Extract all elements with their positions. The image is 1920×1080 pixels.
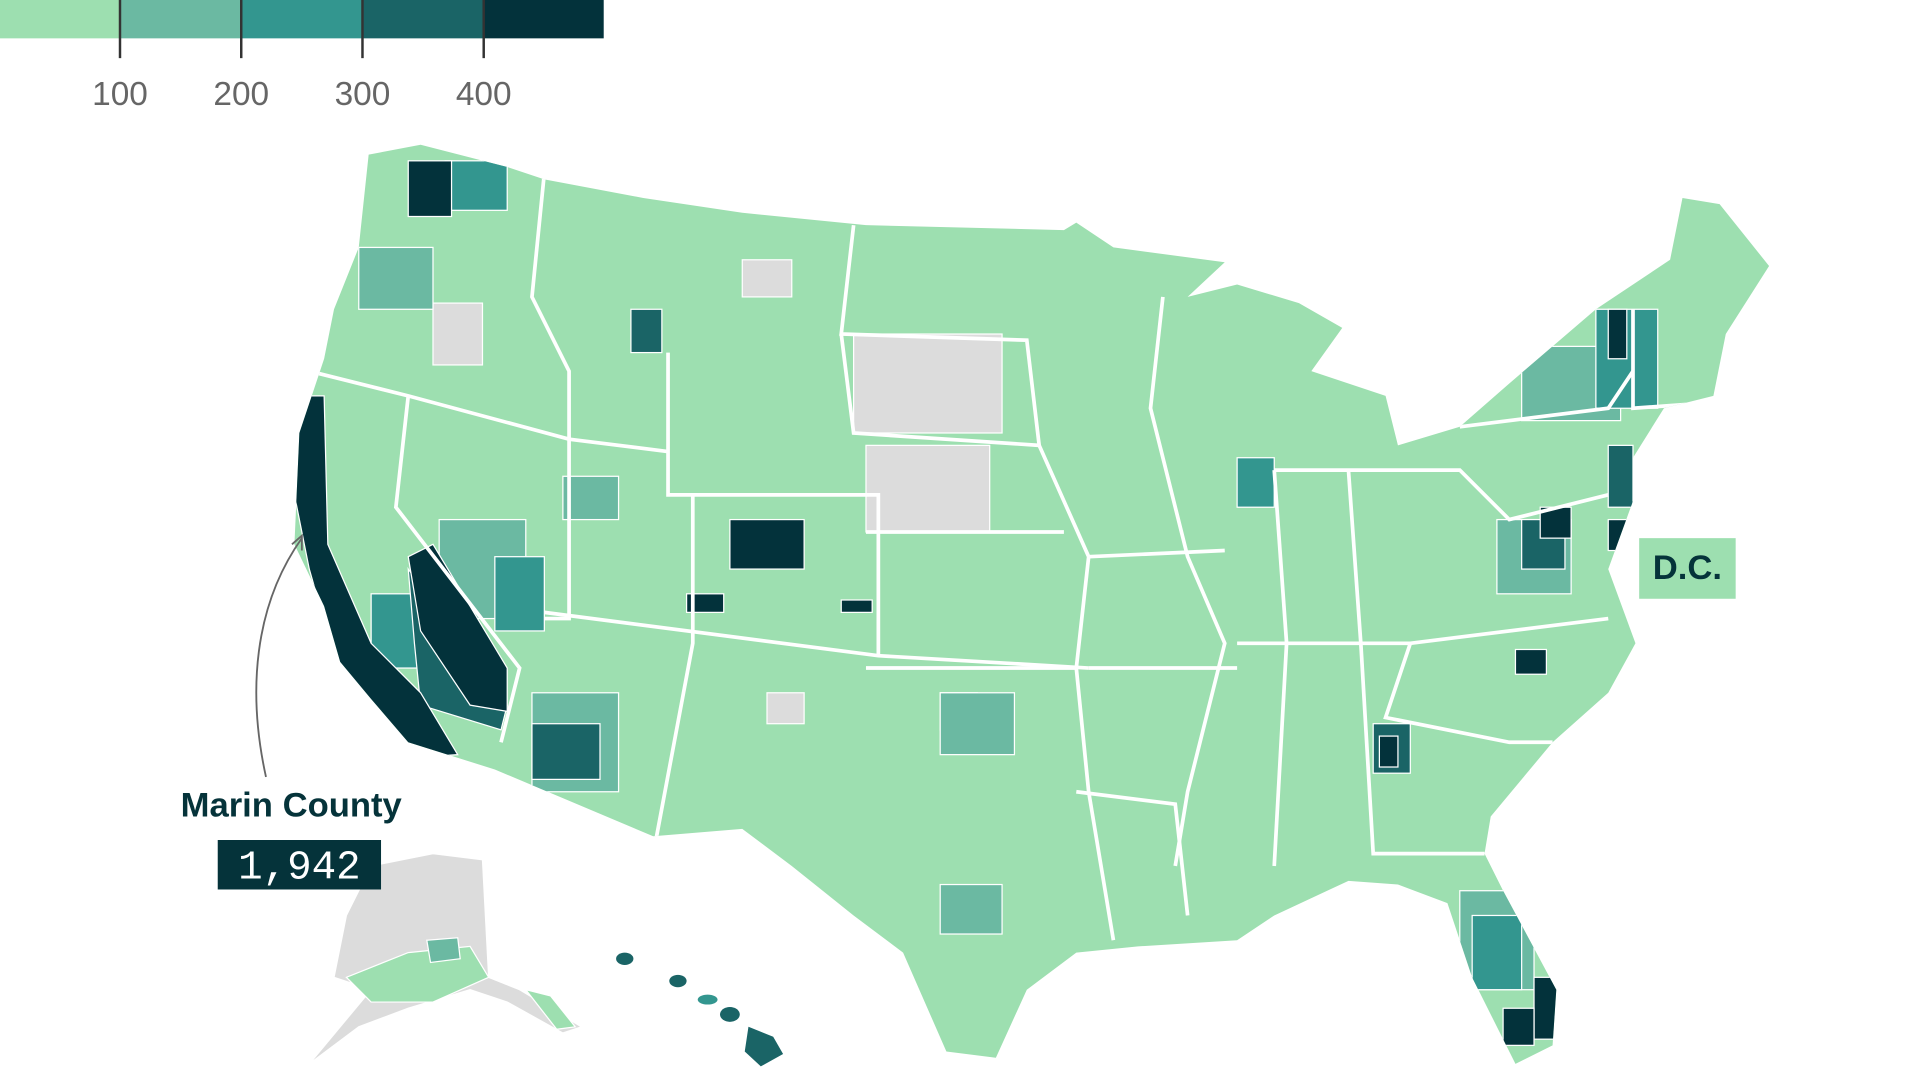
legend-tick-label: 200 <box>213 76 269 113</box>
county <box>1236 457 1275 508</box>
legend-bin-1 <box>0 0 120 39</box>
legend-tick-label: 400 <box>456 76 512 113</box>
callout-county-name: Marin County <box>181 786 403 824</box>
contiguous-us <box>294 144 1770 1064</box>
county <box>1533 976 1560 1040</box>
county-no-data <box>766 692 805 725</box>
dc-swatch <box>1639 538 1736 599</box>
legend-tick-label: 300 <box>335 76 391 113</box>
hawaii <box>616 952 784 1067</box>
callout-value-box <box>217 840 382 890</box>
county-no-data <box>865 444 991 533</box>
legend: 100 200 300 400 <box>0 0 604 113</box>
county <box>840 599 873 613</box>
callout-value: 1,942 <box>238 845 360 891</box>
hawaii-island <box>669 974 687 988</box>
hawaii-island <box>697 994 718 1005</box>
alaska-county <box>345 945 490 1003</box>
hawaii-island <box>616 952 634 965</box>
county <box>939 692 1016 756</box>
legend-bin-4 <box>362 0 484 39</box>
alaska <box>308 852 583 1065</box>
dc-callout: D.C. <box>1639 538 1736 599</box>
county <box>729 518 805 570</box>
county-no-data <box>741 259 793 298</box>
hawaii-island <box>720 1007 740 1022</box>
callout-arrow <box>255 537 303 778</box>
legend-bin-5 <box>483 0 604 39</box>
county-no-data <box>852 333 1003 434</box>
county <box>1607 308 1628 360</box>
county <box>1471 914 1523 991</box>
county <box>1502 1007 1535 1046</box>
alaska-county <box>426 937 461 964</box>
county <box>1607 518 1628 552</box>
legend-tick-label: 100 <box>92 76 148 113</box>
state-borders <box>308 173 1720 941</box>
county <box>531 723 601 781</box>
county <box>1607 444 1634 508</box>
county <box>407 160 453 218</box>
alaska-county <box>524 988 577 1030</box>
hawaii-island <box>744 1026 784 1067</box>
arrowhead-icon <box>291 533 303 551</box>
legend-bin-3 <box>241 0 363 39</box>
marin-callout: Marin County 1,942 <box>181 533 403 891</box>
county <box>444 160 508 211</box>
county <box>685 593 725 613</box>
county <box>630 308 663 354</box>
county <box>1514 648 1548 675</box>
county <box>562 475 620 521</box>
county <box>358 246 434 310</box>
dc-label: D.C. <box>1653 549 1722 587</box>
county-no-data <box>432 302 484 366</box>
county <box>939 883 1003 935</box>
county <box>494 556 545 632</box>
legend-bin-2 <box>120 0 242 39</box>
county <box>1378 735 1399 768</box>
